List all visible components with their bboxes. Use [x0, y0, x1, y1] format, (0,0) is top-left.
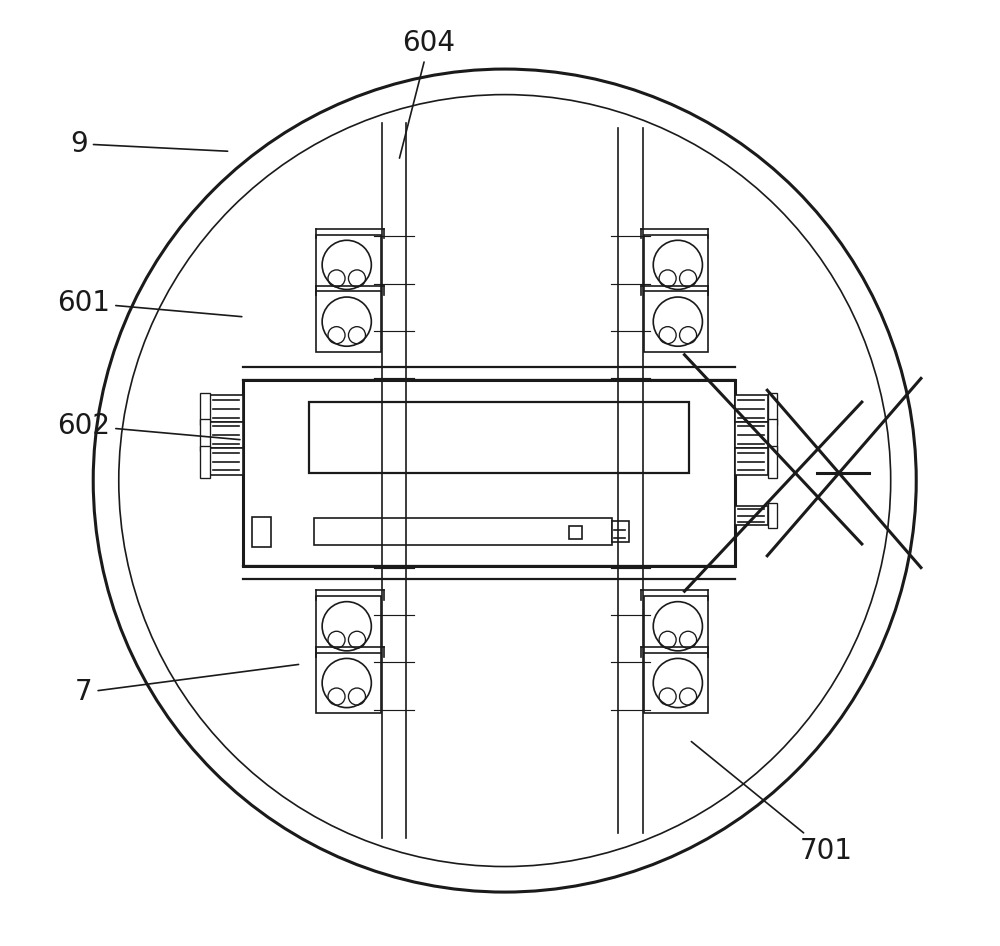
Bar	[200, 446, 210, 478]
Bar	[210, 395, 243, 422]
Bar	[768, 503, 777, 528]
Text: 7: 7	[75, 664, 299, 707]
Bar	[309, 402, 689, 473]
Bar	[569, 526, 582, 539]
Bar	[200, 393, 210, 425]
Bar	[210, 422, 243, 448]
Bar	[735, 506, 768, 525]
Bar	[314, 518, 612, 545]
Bar	[644, 291, 708, 352]
Text: 701: 701	[691, 742, 853, 866]
Text: 601: 601	[57, 289, 242, 317]
Bar	[735, 395, 768, 422]
Bar	[735, 422, 768, 448]
Text: 602: 602	[57, 412, 240, 440]
Bar	[612, 521, 629, 542]
Text: 9: 9	[70, 130, 228, 158]
Bar	[316, 596, 381, 657]
Bar	[644, 596, 708, 657]
Bar	[768, 393, 777, 425]
Bar	[200, 419, 210, 451]
Bar	[210, 448, 243, 475]
Bar	[316, 653, 381, 713]
Bar	[768, 446, 777, 478]
Bar	[252, 517, 271, 547]
Bar	[316, 291, 381, 352]
Bar	[644, 653, 708, 713]
Bar	[735, 448, 768, 475]
Bar	[768, 419, 777, 451]
Bar	[644, 235, 708, 295]
Bar	[316, 235, 381, 295]
Text: 604: 604	[399, 28, 456, 158]
Bar	[243, 380, 735, 566]
